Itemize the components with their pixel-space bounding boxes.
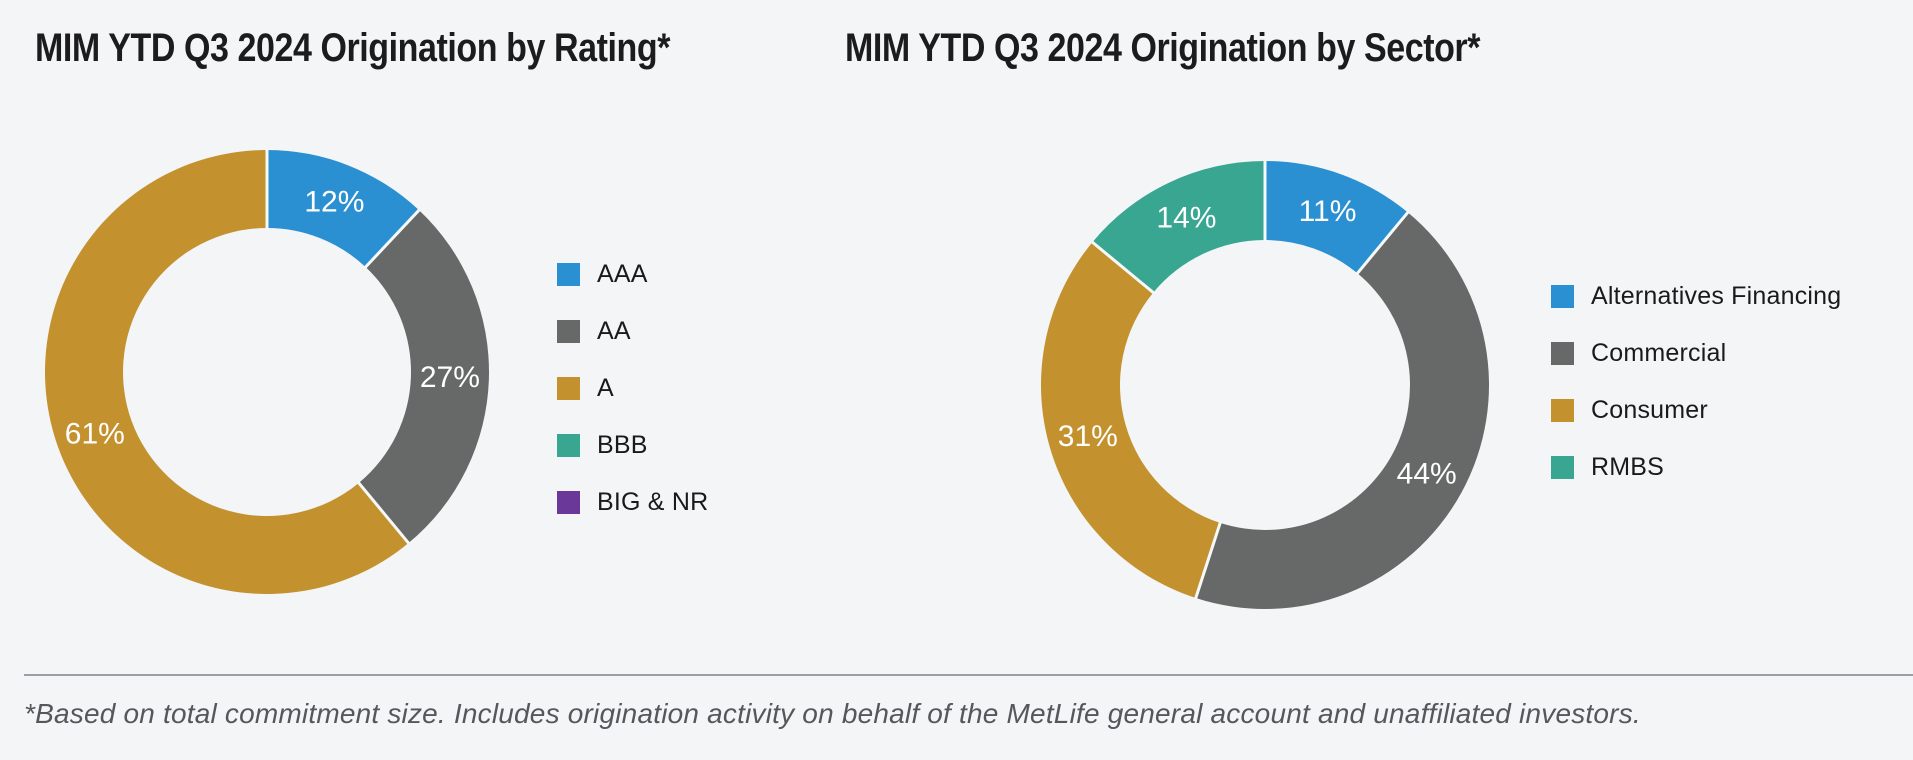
legend-label: BBB xyxy=(597,431,648,459)
legend-swatch xyxy=(1551,342,1574,365)
donut-chart-rating: 12% 27% 61% xyxy=(45,150,489,594)
legend-item: AA xyxy=(557,317,708,346)
legend-swatch xyxy=(557,263,580,286)
footnote-text: *Based on total commitment size. Include… xyxy=(24,698,1641,729)
donut-slice-commercial xyxy=(1195,212,1489,609)
legend-label: BIG & NR xyxy=(597,488,709,516)
slice-percent-label: 12% xyxy=(304,185,364,218)
legend-item: Consumer xyxy=(1551,396,1841,425)
legend-item: BBB xyxy=(557,431,708,460)
slice-separator xyxy=(363,208,421,269)
slice-separator xyxy=(356,481,410,545)
donut-slice-alternatives-financing xyxy=(1265,161,1408,274)
legend-label: Commercial xyxy=(1591,339,1727,367)
slice-separator xyxy=(1091,240,1156,295)
legend-swatch xyxy=(557,377,580,400)
legend-item: A xyxy=(557,374,708,403)
slice-percent-label: 11% xyxy=(1299,195,1357,228)
legend-label: AAA xyxy=(597,260,648,288)
footer-divider xyxy=(24,674,1913,676)
legend-swatch xyxy=(1551,285,1574,308)
legend-label: A xyxy=(597,374,614,402)
legend-item: Alternatives Financing xyxy=(1551,282,1841,311)
legend-label: RMBS xyxy=(1591,453,1665,481)
donut-slice-consumer xyxy=(1041,242,1221,599)
legend-label: Consumer xyxy=(1591,396,1708,424)
slice-percent-label: 14% xyxy=(1156,202,1216,235)
chart-title-rating: MIM YTD Q3 2024 Origination by Rating* xyxy=(35,26,671,70)
donut-slice-aaa xyxy=(267,150,419,268)
legend-label: Alternatives Financing xyxy=(1591,282,1842,310)
legend-swatch xyxy=(557,320,580,343)
legend-swatch xyxy=(1551,399,1574,422)
slice-separator xyxy=(1355,211,1410,276)
donut-slice-a xyxy=(45,150,409,594)
legend-label: AA xyxy=(597,317,631,345)
donut-slice-rmbs xyxy=(1092,161,1265,293)
donut-chart-sector: 11% 44% 31% 14% xyxy=(1041,161,1489,609)
legend-swatch xyxy=(557,434,580,457)
slice-percent-label: 31% xyxy=(1058,420,1118,453)
legend-item: Commercial xyxy=(1551,339,1841,368)
slice-percent-label: 61% xyxy=(65,417,125,450)
slice-percent-label: 44% xyxy=(1397,457,1457,490)
legend-rating: AAA AA A BBB BIG & NR xyxy=(557,260,708,545)
legend-swatch xyxy=(557,491,580,514)
slice-separator xyxy=(1194,521,1222,599)
legend-swatch xyxy=(1551,456,1574,479)
chart-title-sector: MIM YTD Q3 2024 Origination by Sector* xyxy=(845,26,1481,70)
slice-percent-label: 27% xyxy=(420,361,480,394)
legend-item: RMBS xyxy=(1551,453,1841,482)
legend-item: BIG & NR xyxy=(557,488,708,517)
donut-slice-aa xyxy=(358,210,489,544)
legend-item: AAA xyxy=(557,260,708,289)
legend-sector: Alternatives Financing Commercial Consumer… xyxy=(1551,282,1841,510)
